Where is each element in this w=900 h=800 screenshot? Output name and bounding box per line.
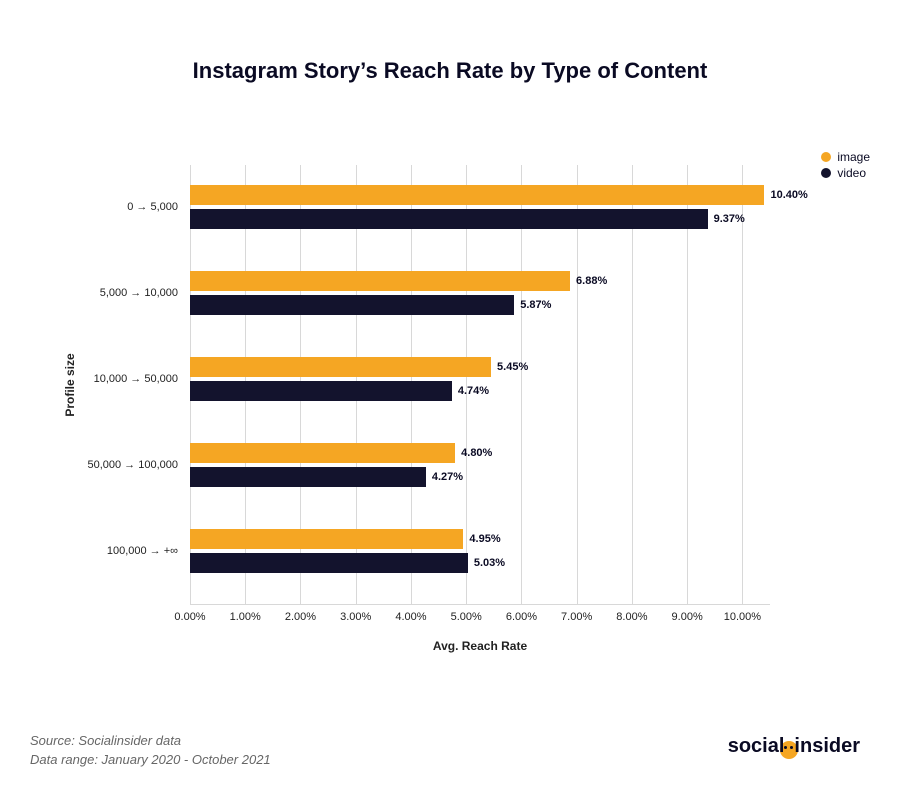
grid-line <box>521 165 522 605</box>
x-tick-label: 7.00% <box>561 605 592 623</box>
bar-chart: 0.00%1.00%2.00%3.00%4.00%5.00%6.00%7.00%… <box>190 165 770 605</box>
bar-value-label: 5.03% <box>468 557 505 569</box>
legend-swatch-icon <box>821 168 831 178</box>
x-tick-label: 4.00% <box>395 605 426 623</box>
y-category-label: 50,000 → 100,000 <box>87 459 190 471</box>
y-category-label: 0 → 5,000 <box>127 201 190 213</box>
bar-video <box>190 209 708 229</box>
grid-line <box>577 165 578 605</box>
bar-image <box>190 185 764 205</box>
legend-item: video <box>821 166 870 180</box>
x-tick-label: 0.00% <box>174 605 205 623</box>
bar-video <box>190 467 426 487</box>
plot-area: 0.00%1.00%2.00%3.00%4.00%5.00%6.00%7.00%… <box>190 165 770 605</box>
grid-line <box>632 165 633 605</box>
x-tick-label: 8.00% <box>616 605 647 623</box>
date-range-line: Data range: January 2020 - October 2021 <box>30 751 271 770</box>
legend-swatch-icon <box>821 152 831 162</box>
x-tick-label: 3.00% <box>340 605 371 623</box>
bar-image <box>190 271 570 291</box>
x-tick-label: 9.00% <box>672 605 703 623</box>
x-tick-label: 6.00% <box>506 605 537 623</box>
grid-line <box>687 165 688 605</box>
bar-value-label: 10.40% <box>764 189 807 201</box>
page: Instagram Story’s Reach Rate by Type of … <box>0 0 900 800</box>
bar-value-label: 4.74% <box>452 385 489 397</box>
bar-value-label: 5.87% <box>514 299 551 311</box>
footer-source: Source: Socialinsider data Data range: J… <box>30 732 271 770</box>
bar-value-label: 5.45% <box>491 361 528 373</box>
bar-video <box>190 295 514 315</box>
legend-label: image <box>837 150 870 164</box>
y-category-label: 10,000 → 50,000 <box>94 373 190 385</box>
x-tick-label: 10.00% <box>724 605 761 623</box>
bar-image <box>190 443 455 463</box>
bar-value-label: 4.27% <box>426 471 463 483</box>
chart-title: Instagram Story’s Reach Rate by Type of … <box>0 58 900 84</box>
y-category-label: 100,000 → +∞ <box>107 545 190 557</box>
brand-logo: social insider <box>728 735 860 758</box>
brand-text-left: social <box>728 735 785 758</box>
x-tick-label: 5.00% <box>451 605 482 623</box>
bar-video <box>190 553 468 573</box>
bar-value-label: 6.88% <box>570 275 607 287</box>
bar-value-label: 9.37% <box>708 213 745 225</box>
legend-label: video <box>837 166 866 180</box>
x-axis-title: Avg. Reach Rate <box>433 639 527 653</box>
legend-item: image <box>821 150 870 164</box>
y-category-label: 5,000 → 10,000 <box>100 287 190 299</box>
y-axis-title: Profile size <box>63 353 77 416</box>
bar-image <box>190 357 491 377</box>
bar-video <box>190 381 452 401</box>
brand-text-right: insider <box>794 735 860 758</box>
bar-value-label: 4.80% <box>455 447 492 459</box>
legend: image video <box>821 150 870 182</box>
grid-line <box>742 165 743 605</box>
x-tick-label: 1.00% <box>230 605 261 623</box>
bar-image <box>190 529 463 549</box>
source-line: Source: Socialinsider data <box>30 732 271 751</box>
bar-value-label: 4.95% <box>463 533 500 545</box>
x-tick-label: 2.00% <box>285 605 316 623</box>
